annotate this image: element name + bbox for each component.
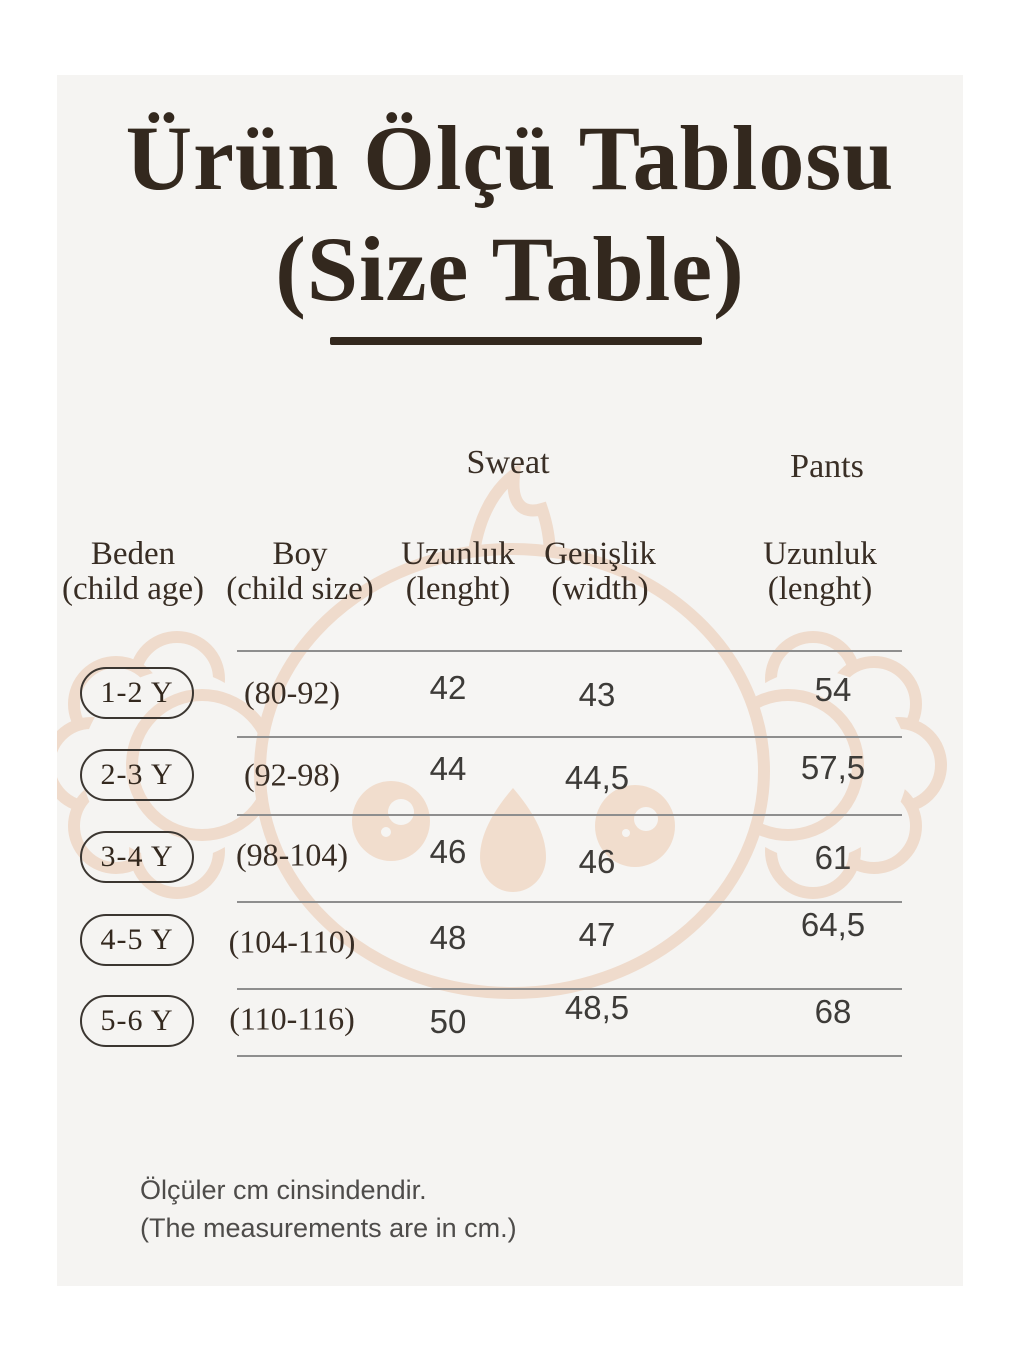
column-header-sweat-width-label: Genişlik bbox=[544, 536, 656, 572]
group-header-sweat: Sweat bbox=[466, 444, 550, 481]
cell-size: (110-116) bbox=[229, 1000, 355, 1037]
size-table-card: Ürün Ölçü Tablosu (Size Table) Sweat Pan… bbox=[57, 75, 963, 1286]
row-separator bbox=[237, 736, 902, 738]
column-header-boy-label: Boy bbox=[272, 536, 328, 572]
page-title-line2: (Size Table) bbox=[275, 218, 745, 320]
cell-pants-length: 57,5 bbox=[800, 749, 866, 786]
column-header-sweat-width: Genişlik (width) bbox=[544, 537, 656, 607]
cell-sweat-width: 46 bbox=[578, 843, 616, 880]
column-header-sweat-length-label: Uzunluk bbox=[401, 536, 515, 572]
age-badge-label: 3-4 Y bbox=[100, 840, 174, 873]
column-header-pants-length-label: Uzunluk bbox=[763, 536, 877, 572]
row-separator bbox=[237, 814, 902, 816]
row-separator bbox=[237, 650, 902, 652]
cell-sweat-length: 50 bbox=[429, 1003, 467, 1040]
koala-watermark-icon bbox=[57, 462, 947, 999]
column-header-boy: Boy (child size) bbox=[226, 537, 374, 607]
age-badge-label: 4-5 Y bbox=[100, 923, 174, 956]
cell-size: (92-98) bbox=[244, 756, 340, 793]
measurement-note-tr: Ölçüler cm cinsindendir. bbox=[140, 1175, 427, 1205]
age-badge-label: 1-2 Y bbox=[100, 676, 174, 709]
group-header-pants: Pants bbox=[790, 448, 864, 485]
age-badge-5-6y: 5-6 Y bbox=[80, 995, 194, 1047]
page-title: Ürün Ölçü Tablosu (Size Table) bbox=[57, 103, 963, 325]
age-badge-label: 5-6 Y bbox=[100, 1004, 174, 1037]
cell-sweat-width: 48,5 bbox=[564, 989, 630, 1026]
cell-pants-length: 54 bbox=[814, 671, 852, 708]
page-title-line1: Ürün Ölçü Tablosu bbox=[125, 107, 895, 209]
age-badge-1-2y: 1-2 Y bbox=[80, 667, 194, 719]
row-separator bbox=[237, 988, 902, 990]
cell-pants-length: 61 bbox=[814, 839, 852, 876]
column-header-sweat-length-sublabel: (lenght) bbox=[405, 571, 511, 607]
age-badge-label: 2-3 Y bbox=[100, 758, 174, 791]
cell-sweat-width: 47 bbox=[578, 916, 616, 953]
cell-pants-length: 64,5 bbox=[800, 906, 866, 943]
measurement-note-en: (The measurements are in cm.) bbox=[140, 1213, 517, 1243]
cell-sweat-length: 42 bbox=[429, 669, 467, 706]
cell-size: (80-92) bbox=[244, 674, 340, 711]
column-header-boy-sublabel: (child size) bbox=[226, 571, 374, 607]
column-header-pants-length-sublabel: (lenght) bbox=[767, 571, 873, 607]
column-header-sweat-width-sublabel: (width) bbox=[551, 571, 649, 607]
measurement-note: Ölçüler cm cinsindendir. (The measuremen… bbox=[140, 1171, 517, 1247]
row-separator bbox=[237, 1055, 902, 1057]
cell-sweat-length: 44 bbox=[429, 750, 467, 787]
age-badge-3-4y: 3-4 Y bbox=[80, 831, 194, 883]
title-underline bbox=[330, 337, 702, 345]
row-separator bbox=[237, 901, 902, 903]
cell-sweat-width: 43 bbox=[578, 676, 616, 713]
column-header-pants-length: Uzunluk (lenght) bbox=[763, 537, 877, 607]
cell-size: (98-104) bbox=[236, 836, 348, 873]
cell-size: (104-110) bbox=[228, 923, 356, 960]
column-header-sweat-length: Uzunluk (lenght) bbox=[401, 537, 515, 607]
column-header-beden: Beden (child age) bbox=[62, 537, 204, 607]
column-header-beden-label: Beden bbox=[90, 536, 176, 572]
cell-sweat-length: 46 bbox=[429, 833, 467, 870]
cell-sweat-width: 44,5 bbox=[564, 759, 630, 796]
cell-pants-length: 68 bbox=[814, 993, 852, 1030]
cell-sweat-length: 48 bbox=[429, 919, 467, 956]
age-badge-2-3y: 2-3 Y bbox=[80, 749, 194, 801]
column-header-beden-sublabel: (child age) bbox=[61, 571, 205, 607]
age-badge-4-5y: 4-5 Y bbox=[80, 914, 194, 966]
